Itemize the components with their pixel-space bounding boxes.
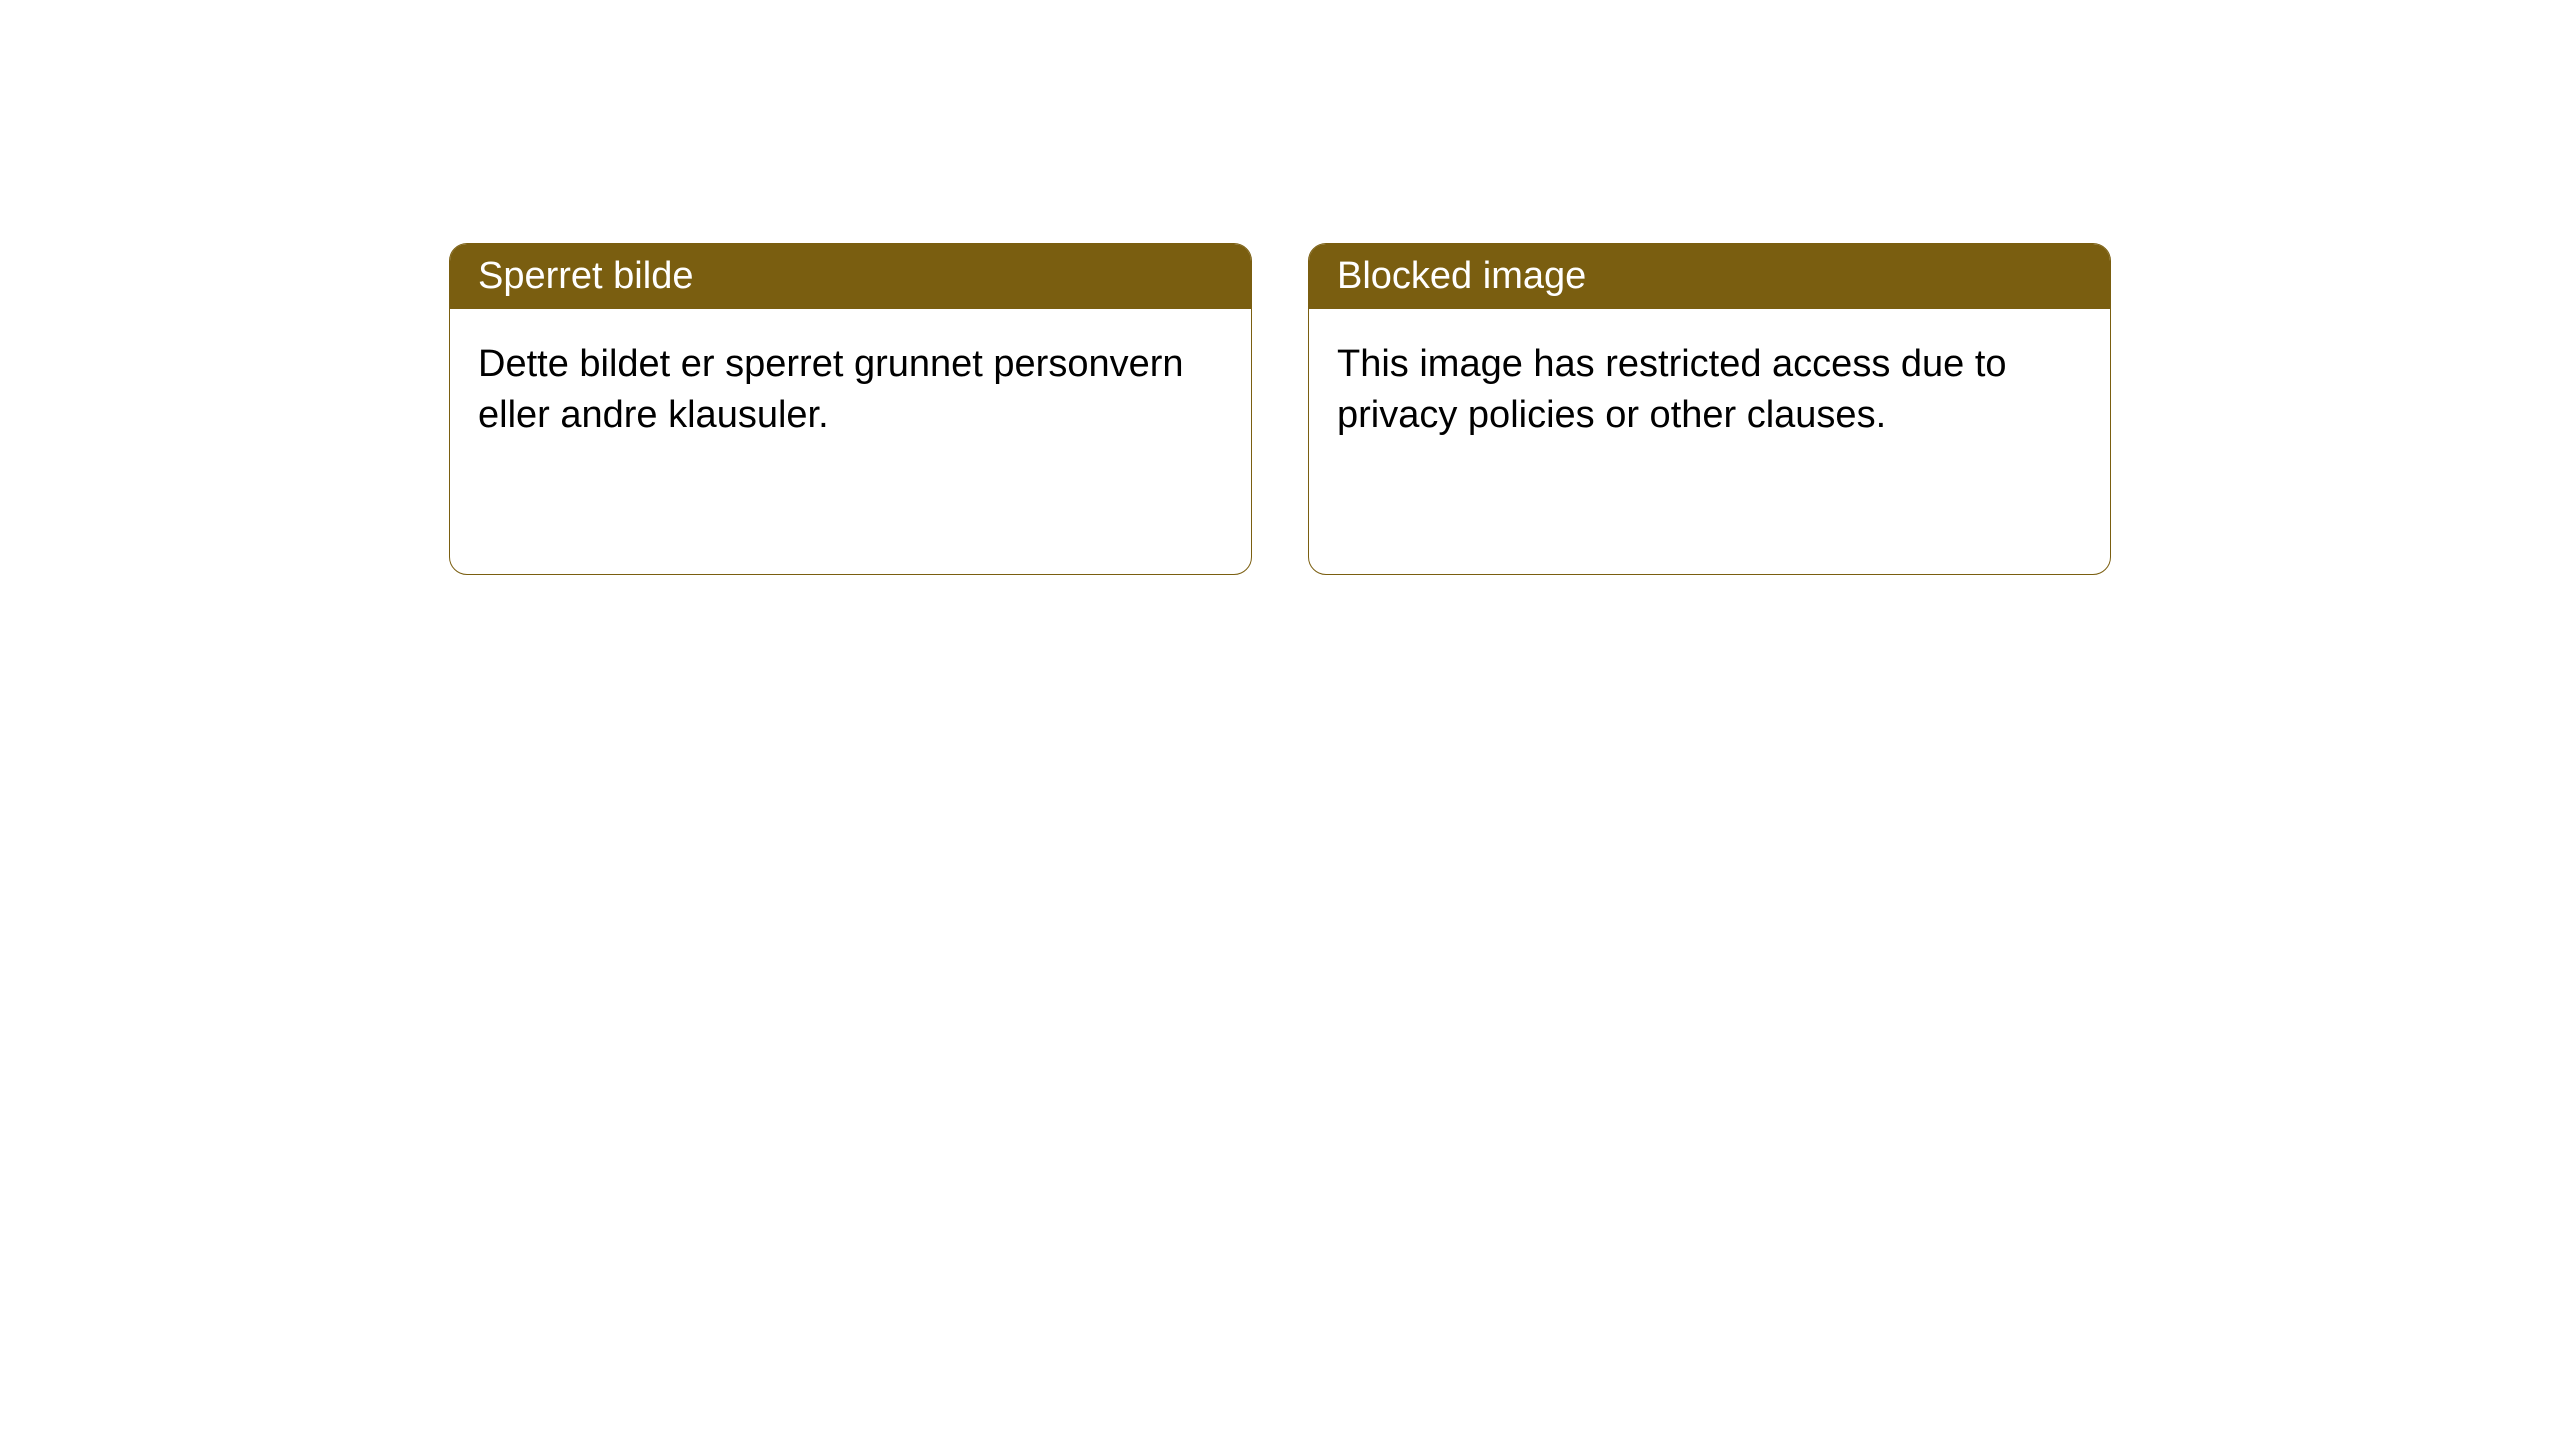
card-title: Sperret bilde <box>478 255 693 297</box>
card-body: Dette bildet er sperret grunnet personve… <box>450 309 1251 574</box>
card-message: This image has restricted access due to … <box>1337 343 2007 436</box>
blocked-image-card-english: Blocked image This image has restricted … <box>1308 243 2111 575</box>
notice-container: Sperret bilde Dette bildet er sperret gr… <box>449 243 2111 1440</box>
card-body: This image has restricted access due to … <box>1309 309 2110 574</box>
card-header: Blocked image <box>1309 244 2110 309</box>
blocked-image-card-norwegian: Sperret bilde Dette bildet er sperret gr… <box>449 243 1252 575</box>
card-message: Dette bildet er sperret grunnet personve… <box>478 343 1184 436</box>
card-title: Blocked image <box>1337 255 1586 297</box>
card-header: Sperret bilde <box>450 244 1251 309</box>
